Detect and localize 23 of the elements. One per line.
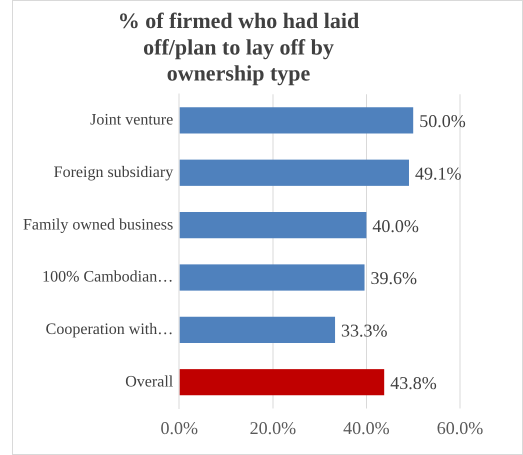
- bar: [180, 369, 384, 396]
- data-label: 40.0%: [372, 216, 419, 236]
- data-label: 43.8%: [390, 372, 437, 393]
- y-tick-label: Foreign subsidiary: [54, 164, 174, 181]
- bar: [180, 107, 414, 134]
- x-tick-label: 40.0%: [343, 418, 390, 438]
- bar: [180, 264, 365, 291]
- data-label: 50.0%: [419, 111, 466, 132]
- bar: [180, 160, 409, 186]
- data-label: 33.3%: [341, 320, 388, 341]
- chart-title: % of firmed who had laid off/plan to lay off by ownership type: [118, 8, 360, 86]
- y-tick-label: Cooperation with…: [46, 321, 174, 338]
- data-label: 49.1%: [414, 163, 462, 184]
- x-tick-label: 20.0%: [250, 418, 296, 438]
- y-tick-label: Overall: [125, 373, 174, 390]
- y-tick-label: 100% Cambodian…: [42, 268, 174, 286]
- bar: [180, 212, 366, 238]
- bar: [180, 316, 336, 343]
- data-label: 39.6%: [370, 268, 418, 288]
- y-tick-label: Joint venture: [90, 112, 174, 129]
- x-tick-label: 60.0%: [436, 418, 484, 438]
- y-tick-label: Family owned business: [23, 216, 174, 234]
- x-tick-label: 0.0%: [160, 418, 198, 438]
